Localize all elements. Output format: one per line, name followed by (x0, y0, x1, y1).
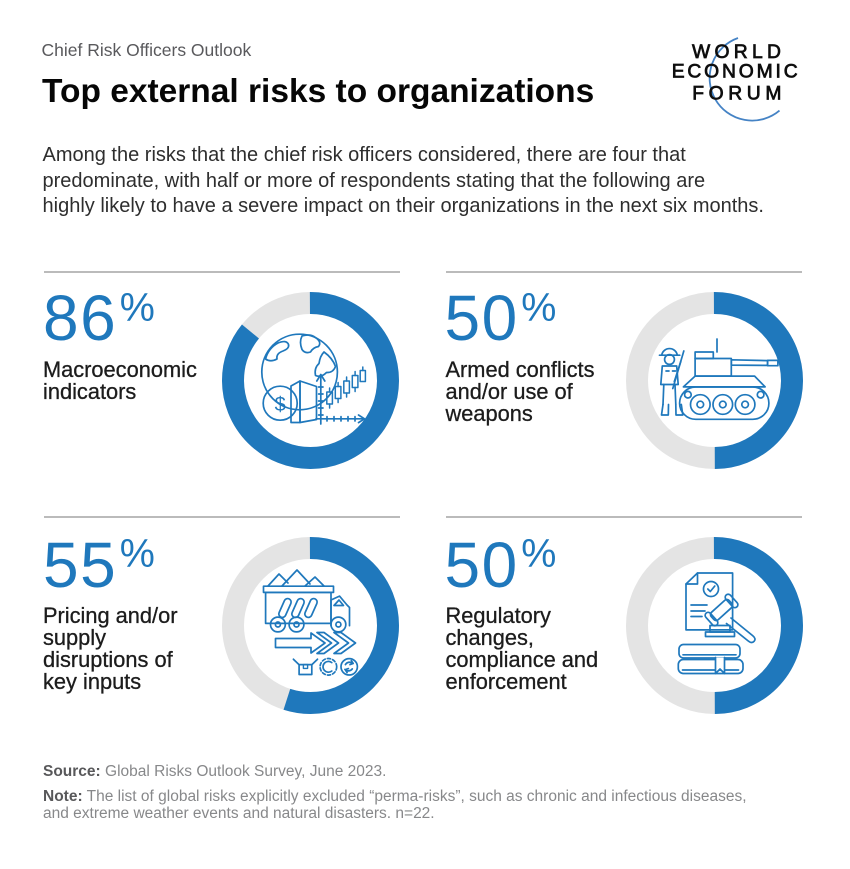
svg-text:ECONOMIC: ECONOMIC (672, 62, 801, 83)
svg-text:$: $ (274, 393, 285, 415)
svg-text:FORUM: FORUM (692, 83, 786, 104)
svg-text:WORLD: WORLD (692, 42, 785, 63)
